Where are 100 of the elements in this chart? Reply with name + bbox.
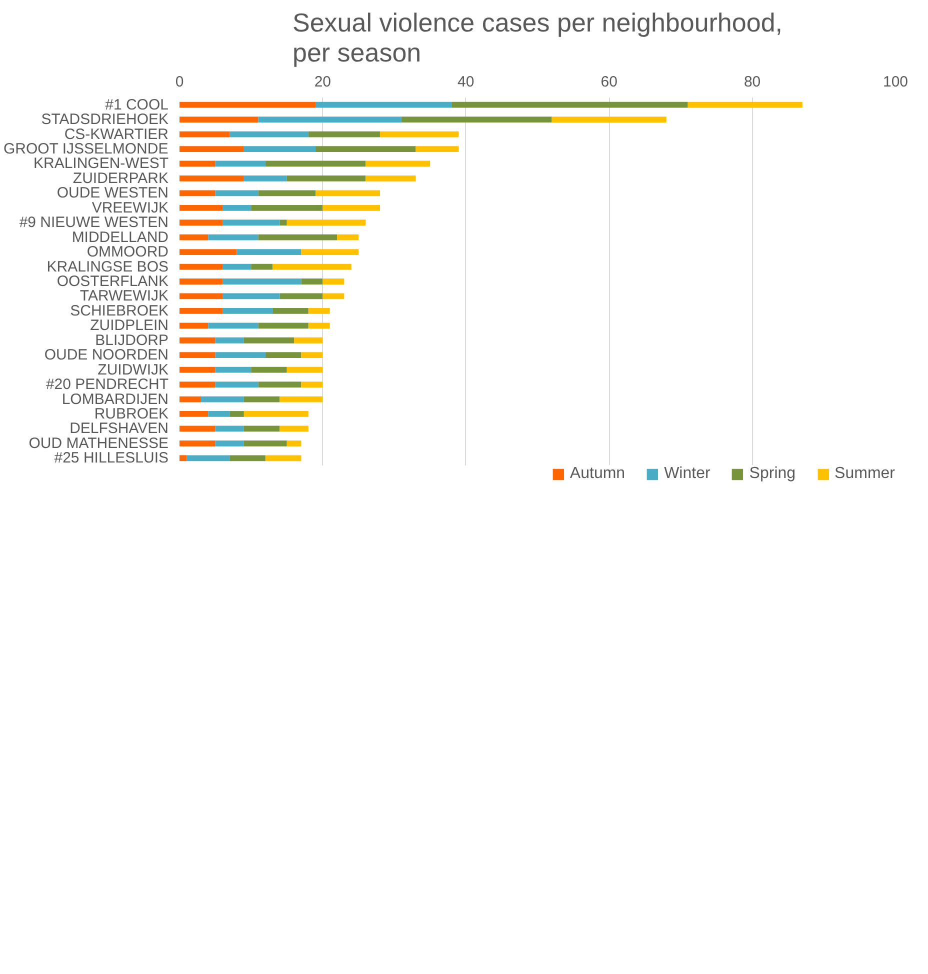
legend-label: Autumn xyxy=(570,465,626,483)
bar xyxy=(280,220,287,226)
bar xyxy=(316,102,452,108)
bar xyxy=(280,426,308,432)
bar xyxy=(265,352,302,358)
bar xyxy=(180,426,216,432)
bar xyxy=(230,411,244,417)
y-tick-label: OUDE NOORDEN xyxy=(44,346,169,364)
bar xyxy=(286,220,366,226)
y-tick-label: #9 NIEUWE WESTEN xyxy=(19,214,168,232)
chart-title: Sexual violence cases per neighbourhood, per season xyxy=(292,8,783,68)
y-tick-label: GROOT IJSSELMONDE xyxy=(3,140,168,158)
bar xyxy=(265,160,366,167)
bar xyxy=(366,160,430,167)
x-tick-label: 0 xyxy=(175,74,184,90)
bar xyxy=(215,382,258,388)
x-tick-label: 80 xyxy=(744,74,761,90)
y-tick-label: TARWEWIJK xyxy=(80,288,168,305)
bar xyxy=(222,278,302,284)
bar xyxy=(180,396,201,402)
bar xyxy=(294,337,323,344)
bar xyxy=(308,131,380,138)
bar xyxy=(180,322,208,329)
bar xyxy=(180,382,216,388)
bar xyxy=(208,411,230,417)
bar xyxy=(552,116,666,123)
y-tick-label: BLIJDORP xyxy=(95,332,169,349)
y-tick-label: #25 HILLESLUIS xyxy=(54,450,169,467)
bar xyxy=(258,382,302,388)
bar xyxy=(244,440,287,446)
bar xyxy=(301,278,323,284)
bar xyxy=(322,293,344,300)
bar xyxy=(258,234,338,240)
bar xyxy=(180,204,222,211)
y-tick-label: OUD MATHENESSE xyxy=(28,434,169,452)
bar xyxy=(688,102,802,108)
bar xyxy=(215,160,266,167)
bar xyxy=(230,131,308,138)
bar xyxy=(222,264,252,270)
bar xyxy=(452,102,688,108)
bar xyxy=(308,322,330,329)
bar xyxy=(272,264,352,270)
y-tick-label: #20 PENDRECHT xyxy=(46,376,169,394)
y-tick-label: SCHIEBROEK xyxy=(70,302,168,320)
bar xyxy=(244,337,294,344)
x-tick-label: 40 xyxy=(458,74,474,90)
bar xyxy=(272,308,308,314)
bar xyxy=(180,366,216,373)
bar xyxy=(316,190,380,196)
legend-label: Winter xyxy=(664,465,710,483)
y-tick-label: KRALINGEN-WEST xyxy=(33,155,168,172)
bar xyxy=(286,176,366,182)
y-tick-label: LOMBARDIJEN xyxy=(62,390,169,408)
bar xyxy=(308,308,330,314)
bar xyxy=(244,426,280,432)
y-tick-label: DELFSHAVEN xyxy=(70,420,169,438)
bar xyxy=(208,322,258,329)
bar xyxy=(180,411,208,417)
bar xyxy=(180,293,222,300)
bar xyxy=(180,220,222,226)
bar xyxy=(222,220,280,226)
y-tick-label: ZUIDPLEIN xyxy=(90,317,169,334)
bar xyxy=(180,352,216,358)
bar xyxy=(200,396,244,402)
bar xyxy=(180,440,216,446)
y-tick-label: CS-KWARTIER xyxy=(64,126,169,143)
bar xyxy=(215,352,266,358)
bar xyxy=(222,204,252,211)
bar xyxy=(244,176,287,182)
bar xyxy=(215,440,244,446)
bar xyxy=(380,131,459,138)
bar xyxy=(180,131,230,138)
bar xyxy=(258,116,402,123)
bar xyxy=(180,102,316,108)
bar xyxy=(236,249,302,256)
bar xyxy=(180,190,216,196)
bar xyxy=(301,352,323,358)
bar xyxy=(215,426,244,432)
bar xyxy=(215,190,258,196)
y-tick-label: RUBROEK xyxy=(94,405,169,422)
bar xyxy=(322,204,380,211)
bar xyxy=(286,366,323,373)
bar xyxy=(230,455,266,462)
y-tick-label: MIDDELLAND xyxy=(72,228,169,246)
bar xyxy=(258,190,316,196)
bar xyxy=(180,278,222,284)
bar xyxy=(301,382,323,388)
y-tick-label: OUDE WESTEN xyxy=(56,184,169,202)
y-tick-label: ZUIDERPARK xyxy=(72,170,169,187)
bar xyxy=(180,116,258,123)
bar xyxy=(322,278,344,284)
bar xyxy=(244,396,280,402)
y-tick-label: ZUIDWIJK xyxy=(98,361,169,378)
bar xyxy=(180,264,222,270)
bar xyxy=(186,455,230,462)
bar xyxy=(280,396,323,402)
bar xyxy=(251,366,287,373)
y-tick-label: KRALINGSE BOS xyxy=(46,258,169,276)
bar xyxy=(180,455,187,462)
y-tick-label: STADSDRIEHOEK xyxy=(41,111,169,128)
